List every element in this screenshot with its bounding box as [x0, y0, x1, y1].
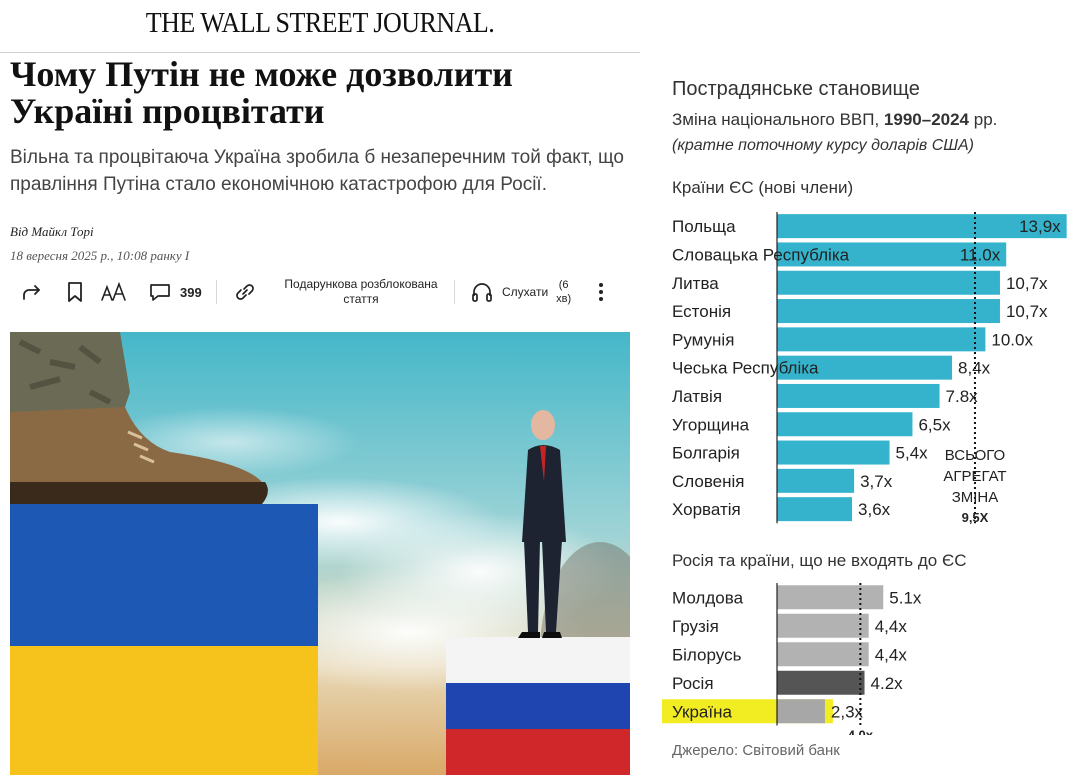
- gift-article-button[interactable]: Подарункова розблокована стаття: [232, 272, 446, 312]
- bar: [777, 383, 940, 408]
- article-panel: THE WALL STREET JOURNAL. Чому Путін не м…: [0, 6, 640, 775]
- comment-icon: [148, 280, 172, 304]
- gdp-chart: Польща 13,9x Словацька Республіка 11.0x Литв…: [662, 212, 1067, 736]
- aggregate-label: ЗМІНА: [952, 489, 999, 506]
- category-label: Литва: [672, 274, 719, 293]
- category-label: Румунія: [672, 330, 734, 349]
- listen-duration-line1: (6: [558, 279, 569, 291]
- value-label: 11.0x: [960, 245, 1001, 264]
- value-label: 6,5x: [918, 415, 951, 434]
- aggregate-value-label: 9,5X: [962, 510, 989, 525]
- bar: [777, 412, 913, 437]
- article-toolbar: 399 Подарункова розблокована стаття Слух…: [10, 272, 630, 312]
- gift-article-label-line2: стаття: [343, 292, 379, 306]
- hero-illustration-art: [10, 332, 630, 775]
- value-label: 4,4x: [875, 645, 908, 664]
- article-byline[interactable]: Від Майкл Торі: [10, 224, 94, 239]
- bar: [777, 242, 1007, 267]
- toolbar-divider: [454, 280, 455, 304]
- non-eu-group-label: Росія та країни, що не входять до ЄС: [672, 551, 967, 570]
- value-label: 2,3x: [831, 702, 864, 721]
- masthead-logo[interactable]: THE WALL STREET JOURNAL.: [145, 6, 495, 39]
- bar: [777, 670, 865, 695]
- listen-button[interactable]: Слухати (6 хв): [470, 272, 571, 312]
- bar: [777, 270, 1000, 295]
- chart-subtitle: Зміна національного ВВП, 1990–2024 рр.: [672, 110, 997, 130]
- category-label: Угорщина: [672, 415, 750, 434]
- value-label: 5,4x: [896, 444, 929, 463]
- more-button[interactable]: [596, 272, 606, 312]
- chart-unit-note: (кратне поточному курсу доларів США): [672, 137, 974, 154]
- category-label: Росія: [672, 674, 714, 693]
- gift-article-label-line1: Подарункова розблокована: [284, 277, 438, 291]
- value-label: 10,7x: [1006, 274, 1048, 293]
- toolbar-divider: [216, 280, 217, 304]
- category-label: Хорватія: [672, 500, 741, 519]
- text-size-button[interactable]: [100, 272, 128, 312]
- category-label: Грузія: [672, 617, 719, 636]
- article-dek: Вільна та процвітаюча Україна зробила б …: [10, 147, 624, 195]
- category-label: Словацька Республіка: [672, 245, 850, 264]
- value-label: 5.1x: [889, 588, 922, 607]
- comments-count: 399: [180, 284, 202, 300]
- bookmark-button[interactable]: [64, 272, 86, 312]
- value-label: 10,7x: [1006, 302, 1048, 321]
- category-label: Латвія: [672, 387, 722, 406]
- hero-illustration: [10, 332, 630, 775]
- aggregate-value-label: 4.0x: [848, 728, 874, 736]
- eu-group-label: Країни ЄС (нові члени): [672, 178, 854, 197]
- value-label: 7.8x: [946, 387, 979, 406]
- category-label: Болгарія: [672, 444, 740, 463]
- bar: [777, 468, 855, 493]
- value-label: 3,7x: [860, 472, 893, 491]
- chart-title: Пострадянське становище: [672, 78, 920, 100]
- link-icon: [232, 280, 258, 304]
- bar: [777, 355, 953, 380]
- headphones-icon: [470, 280, 494, 304]
- category-label: Естонія: [672, 302, 731, 321]
- more-icon: [596, 280, 606, 304]
- listen-duration-line2: хв): [556, 293, 572, 305]
- comments-button[interactable]: 399: [148, 272, 202, 312]
- value-label: 13,9x: [1019, 217, 1061, 236]
- category-label: Словенія: [672, 472, 745, 491]
- category-label: Україна: [672, 702, 732, 721]
- bar: [777, 440, 890, 465]
- bar: [777, 642, 869, 667]
- category-label: Польща: [672, 217, 736, 236]
- value-label: 10.0x: [991, 330, 1033, 349]
- article-dateline: 18 вересня 2025 р., 10:08 ранку І: [10, 248, 190, 263]
- chart-subtitle-prefix: Зміна національного ВВП,: [672, 110, 884, 129]
- bar: [777, 585, 884, 610]
- category-label: Білорусь: [672, 645, 742, 664]
- value-label: 4,4x: [875, 617, 908, 636]
- bar: [777, 497, 853, 522]
- value-label: 4.2x: [871, 674, 904, 693]
- chart-panel: Пострадянське становище Зміна національн…: [660, 0, 1085, 779]
- text-size-icon: [100, 280, 128, 304]
- chart-subtitle-years: 1990–2024: [883, 110, 970, 129]
- aggregate-label: АГРЕГАТ: [943, 468, 1006, 485]
- bookmark-icon: [64, 280, 86, 304]
- chart-subtitle-suffix: рр.: [969, 110, 998, 129]
- share-icon: [20, 280, 44, 304]
- category-label: Чеська Республіка: [672, 359, 819, 378]
- listen-label: Слухати: [502, 285, 549, 299]
- header-divider: [0, 52, 640, 53]
- article-headline: Чому Путін не може дозволити Україні про…: [10, 54, 513, 131]
- bar: [777, 327, 986, 352]
- category-label: Молдова: [672, 588, 744, 607]
- aggregate-label: ВСЬОГО: [945, 447, 1005, 464]
- chart-source: Джерело: Світовий банк: [672, 742, 840, 759]
- value-label: 3,6x: [858, 500, 891, 519]
- bar: [777, 699, 825, 724]
- bar: [777, 613, 869, 638]
- bar: [777, 299, 1000, 324]
- share-button[interactable]: [20, 272, 44, 312]
- bar: [777, 214, 1067, 239]
